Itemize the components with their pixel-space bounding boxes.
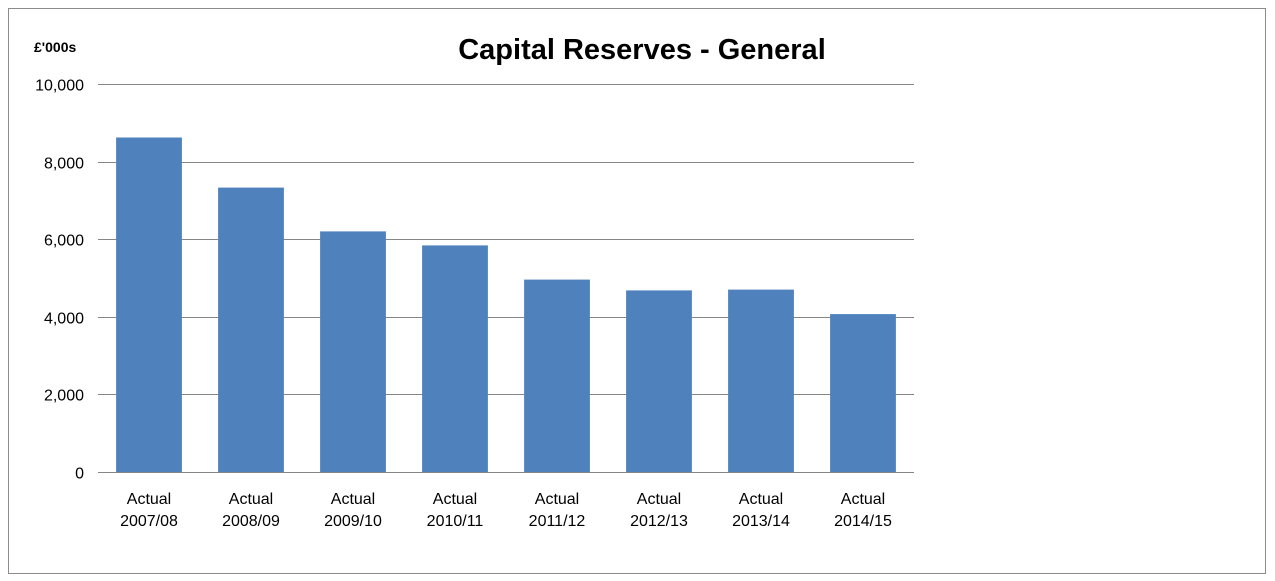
y-tick-label: 2,000 (44, 388, 84, 405)
x-tick-label: Actual 2007/08 (120, 491, 178, 530)
x-tick-label: Actual 2012/13 (630, 491, 688, 530)
bars (116, 137, 896, 472)
bar (524, 279, 590, 472)
bar (422, 245, 488, 472)
x-tick-label: Actual 2009/10 (324, 491, 382, 530)
bar (218, 187, 284, 472)
bar (320, 231, 386, 472)
bar (116, 137, 182, 472)
chart-title: Capital Reserves - General (458, 34, 826, 66)
x-tick-label: Actual 2011/12 (529, 491, 586, 530)
y-axis-ticks: 0 2,000 4,000 6,000 8,000 10,000 (35, 78, 84, 483)
x-axis-ticks: Actual 2007/08 Actual 2008/09 Actual 2009/10 A… (120, 491, 892, 530)
bar (626, 290, 692, 472)
y-tick-label: 6,000 (44, 233, 84, 250)
y-tick-label: 0 (75, 466, 84, 483)
x-tick-label: Actual 2010/11 (427, 491, 484, 530)
x-tick-label: Actual 2013/14 (732, 491, 790, 530)
y-tick-label: 8,000 (44, 156, 84, 173)
y-tick-label: 4,000 (44, 311, 84, 328)
bar (728, 289, 794, 472)
x-tick-label: Actual 2014/15 (834, 491, 892, 530)
x-tick-label: Actual 2008/09 (222, 491, 280, 530)
y-tick-label: 10,000 (35, 78, 84, 95)
bar (830, 314, 896, 472)
unit-label: £'000s (34, 39, 76, 55)
